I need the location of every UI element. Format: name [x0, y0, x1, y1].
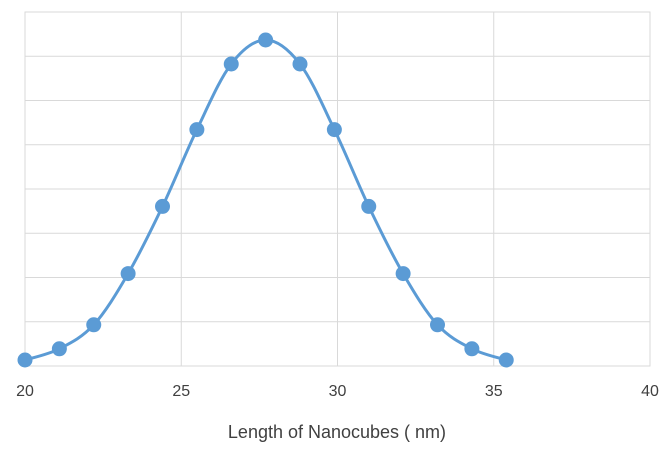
data-point [51, 341, 67, 357]
x-tick-label: 30 [329, 383, 347, 400]
data-point [430, 317, 445, 333]
data-point [223, 56, 239, 72]
data-point [86, 317, 102, 333]
data-point [155, 198, 170, 214]
x-tick-label: 35 [485, 383, 503, 400]
x-tick-labels: 20 25 30 35 40 [16, 383, 659, 400]
x-tick-label: 20 [16, 383, 34, 400]
data-point [17, 352, 33, 368]
x-tick-label: 25 [172, 383, 190, 400]
data-point [498, 352, 514, 368]
x-tick-label: 40 [641, 383, 659, 400]
series [17, 32, 514, 368]
data-point [464, 341, 480, 357]
x-axis-title: Length of Nanocubes ( nm) [228, 422, 446, 442]
data-point [258, 32, 274, 48]
data-point [292, 56, 308, 72]
data-point [120, 266, 136, 282]
data-point [326, 122, 342, 138]
data-point [361, 198, 377, 214]
data-point [189, 122, 205, 138]
series-line [24, 38, 507, 362]
data-point [395, 266, 411, 282]
grid [24, 11, 651, 367]
